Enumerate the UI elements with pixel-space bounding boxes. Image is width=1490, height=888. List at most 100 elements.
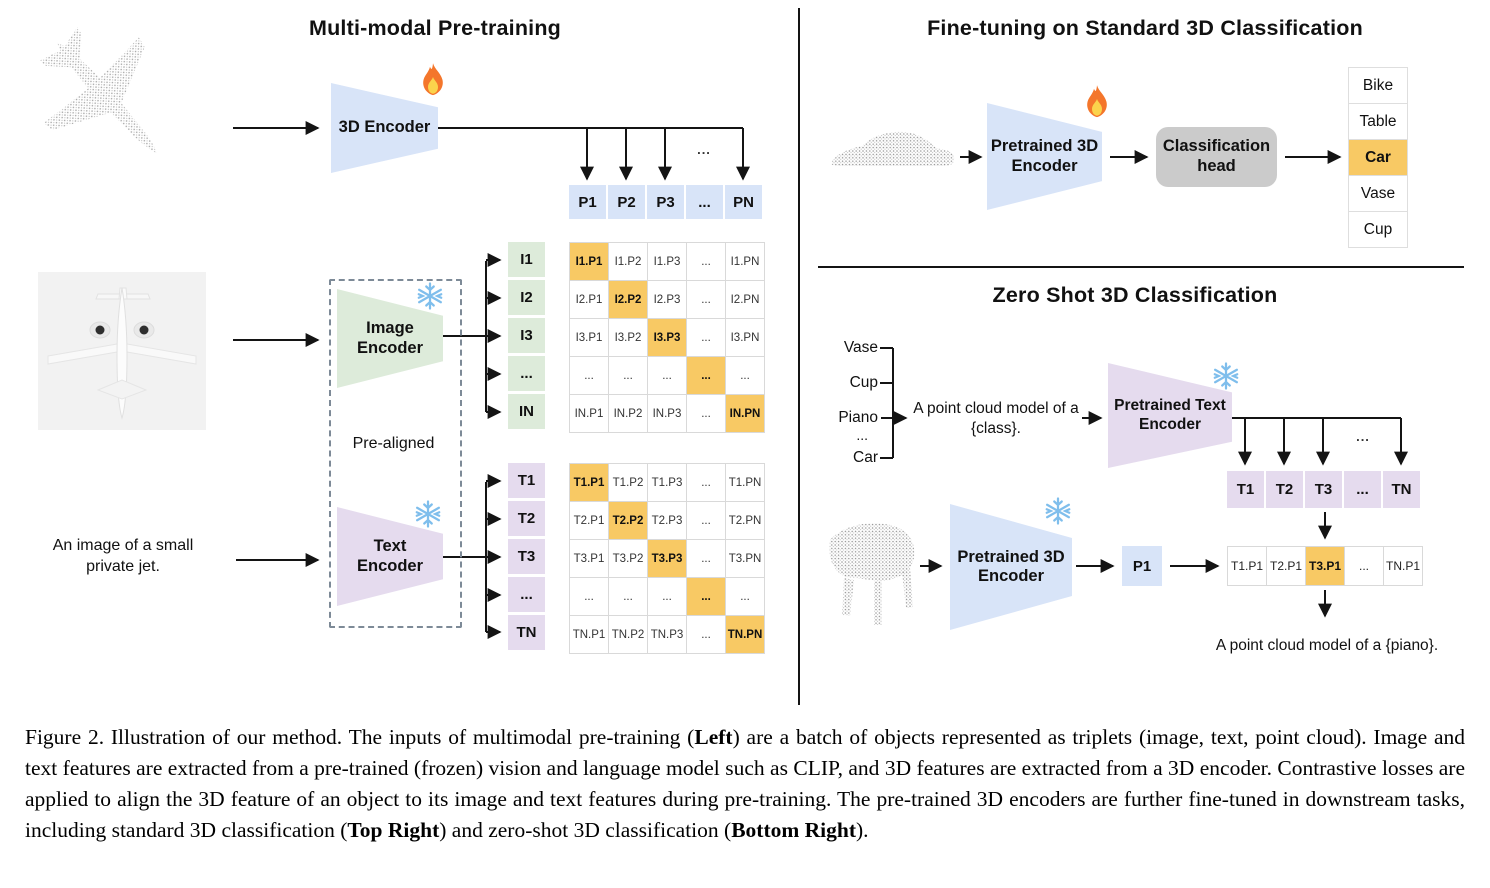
airplane-point-cloud — [39, 27, 157, 154]
p-feature-3: ... — [686, 185, 723, 219]
caption-segment: ). — [856, 818, 869, 842]
matrix-cell-0-1: T1.P2 — [609, 464, 647, 501]
matrix-cell-0-3: ... — [687, 464, 725, 501]
matrix-cell-1-2: T2.P3 — [648, 502, 686, 539]
matrix-cell-2-0: I3.P1 — [570, 319, 608, 356]
vertical-divider — [798, 8, 800, 705]
matrix-cell-4-2: TN.P3 — [648, 616, 686, 653]
similarity-score-row: T1.P1 T2.P1 T3.P1... TN.P1 — [1227, 546, 1423, 586]
matrix-cell-0-2: T1.P3 — [648, 464, 686, 501]
candidate-class-list: Vase Cup Piano... Car — [820, 338, 878, 468]
class-option-1: Table — [1349, 104, 1407, 139]
matrix-cell-3-4: ... — [726, 578, 764, 615]
matrix-cell-2-0: T3.P1 — [570, 540, 608, 577]
p1-feature-cell: P1 — [1122, 546, 1162, 586]
text-feature-3: ... — [508, 577, 545, 612]
text-encoder-label: Text Encoder — [356, 537, 424, 575]
p-feature-2: P3 — [647, 185, 684, 219]
image-feature-1: I2 — [508, 280, 545, 315]
matrix-cell-0-4: T1.PN — [726, 464, 764, 501]
pre-aligned-label: Pre-aligned — [352, 435, 435, 452]
matrix-cell-4-1: IN.P2 — [609, 395, 647, 432]
class-prediction-list: Bike Table Car Vase Cup — [1348, 67, 1408, 248]
matrix-cell-3-1: ... — [609, 578, 647, 615]
piano-point-cloud — [829, 523, 915, 625]
matrix-cell-4-4: IN.PN — [726, 395, 764, 432]
candidate-class-3: ... — [856, 427, 868, 443]
t-feature-3: ... — [1344, 471, 1381, 508]
matrix-cell-0-1: I1.P2 — [609, 243, 647, 280]
matrix-cell-3-2: ... — [648, 578, 686, 615]
matrix-cell-3-0: ... — [570, 578, 608, 615]
candidate-class-0: Vase — [843, 339, 878, 356]
t-feature-4: TN — [1383, 471, 1420, 508]
zeroshot-arrows — [880, 347, 1408, 618]
snowflake-icon — [1211, 361, 1241, 391]
caption-segment: ) and zero-shot 3D classification ( — [439, 818, 732, 842]
pre-aligned-box — [329, 279, 462, 628]
caption-bold-segment: Top Right — [347, 818, 440, 842]
p-feature-1: P2 — [608, 185, 645, 219]
matrix-cell-2-1: I3.P2 — [609, 319, 647, 356]
finetune-title: Fine-tuning on Standard 3D Classificatio… — [927, 16, 1363, 40]
matrix-cell-4-0: TN.P1 — [570, 616, 608, 653]
similarity-cell-3: ... — [1345, 547, 1383, 585]
candidate-class-2: Piano — [838, 409, 878, 426]
pretraining-arrows — [233, 121, 750, 639]
connector-layer — [39, 27, 1408, 639]
matrix-cell-1-3: ... — [687, 502, 725, 539]
image-feature-0: I1 — [508, 242, 545, 277]
matrix-cell-1-4: I2.PN — [726, 281, 764, 318]
text-input-caption: An image of a small private jet. — [52, 537, 194, 575]
figure-caption: Figure 2. Illustration of our method. Th… — [25, 722, 1465, 846]
classification-head-block: Classification head — [1156, 127, 1277, 187]
matrix-cell-2-2: I3.P3 — [648, 319, 686, 356]
matrix-cell-4-4: TN.PN — [726, 616, 764, 653]
caption-bold-segment: Bottom Right — [731, 818, 857, 842]
candidate-class-1: Cup — [849, 374, 878, 391]
ellipsis: ... — [697, 142, 711, 157]
matrix-cell-0-0: I1.P1 — [570, 243, 608, 280]
image-feature-column: I1 I2 I3... IN — [508, 242, 545, 429]
p-feature-4: PN — [725, 185, 762, 219]
text-feature-column: T1 T2 T3... TN — [508, 463, 545, 650]
p-feature-0: P1 — [569, 185, 606, 219]
pretrained-3d-encoder-label: Pretrained 3D Encoder — [990, 137, 1099, 175]
matrix-cell-1-3: ... — [687, 281, 725, 318]
matrix-cell-4-0: IN.P1 — [570, 395, 608, 432]
airplane-image — [38, 272, 206, 430]
fire-icon — [418, 62, 448, 97]
text-similarity-matrix: T1.P1 T1.P2 T1.P3... T1.PN T2.P1 T2.P2 T2.P3..… — [569, 463, 765, 654]
similarity-cell-2: T3.P1 — [1306, 547, 1344, 585]
matrix-cell-0-2: I1.P3 — [648, 243, 686, 280]
caption-segment: ) are a batch of objects represented as … — [25, 725, 1466, 842]
matrix-cell-3-3: ... — [687, 357, 725, 394]
predicted-prompt: A point cloud model of a {piano}. — [1215, 637, 1439, 654]
point-feature-row: P1 P2 P3... PN — [569, 185, 762, 219]
horizontal-divider — [818, 266, 1464, 268]
class-option-4: Cup — [1349, 212, 1407, 247]
text-feature-2: T3 — [508, 539, 545, 574]
snowflake-icon — [1043, 496, 1073, 526]
class-option-3: Vase — [1349, 176, 1407, 211]
fire-icon — [1082, 84, 1112, 119]
pretraining-title: Multi-modal Pre-training — [308, 16, 562, 40]
zeroshot-title: Zero Shot 3D Classification — [992, 283, 1278, 307]
matrix-cell-1-4: T2.PN — [726, 502, 764, 539]
image-feature-4: IN — [508, 394, 545, 429]
class-option-0: Bike — [1349, 68, 1407, 103]
text-feature-row: T1 T2 T3... TN — [1227, 471, 1420, 508]
t-feature-0: T1 — [1227, 471, 1264, 508]
t-feature-2: T3 — [1305, 471, 1342, 508]
matrix-cell-4-1: TN.P2 — [609, 616, 647, 653]
caption-bold-segment: Left — [694, 725, 733, 749]
pretrained-text-encoder-label: Pretrained Text Encoder — [1114, 397, 1226, 433]
matrix-cell-3-2: ... — [648, 357, 686, 394]
snowflake-icon — [413, 499, 443, 529]
matrix-cell-2-3: ... — [687, 319, 725, 356]
matrix-cell-1-2: I2.P3 — [648, 281, 686, 318]
similarity-cell-1: T2.P1 — [1267, 547, 1305, 585]
3d-encoder-label: 3D Encoder — [338, 118, 431, 137]
matrix-cell-3-3: ... — [687, 578, 725, 615]
